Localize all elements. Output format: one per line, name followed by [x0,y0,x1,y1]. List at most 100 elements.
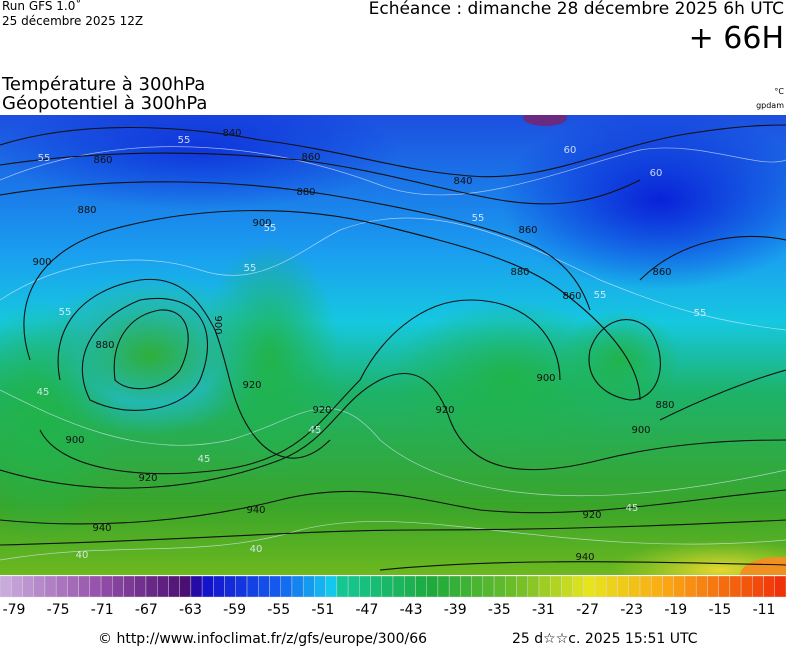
colorbar-swatch [561,575,573,598]
colorbar-swatch [718,575,731,598]
colorbar-label: -31 [532,602,555,618]
colorbar-swatch [291,575,304,598]
colorbar: -79 -75 -71 -67 -63 -59 -55 -51 -47 -43 -39 -35 -31 -… [0,575,786,618]
colorbar-swatch [538,575,551,598]
colorbar-swatch [280,575,293,598]
colorbar-label: -11 [753,602,776,618]
colorbar-swatch [370,575,382,598]
colorbar-swatch [134,575,147,598]
geopotential-label: 940 [246,505,265,516]
colorbar-swatch [235,575,248,598]
colorbar-swatch [336,575,349,598]
geopotential-unit: gpdam [756,101,784,110]
colorbar-label: -75 [47,602,70,618]
temperature-label: 60 [650,168,663,179]
colorbar-swatch [752,575,764,598]
colorbar-swatch [684,575,697,598]
title-temperature: Température à 300hPa [1,74,205,95]
source-url: © http://www.infoclimat.fr/z/gfs/europe/… [98,631,427,647]
colorbar-label: -79 [3,602,26,618]
colorbar-label: -51 [311,602,334,618]
geopotential-label: 900 [65,435,84,446]
temperature-label: 60 [564,145,577,156]
colorbar-swatch [11,575,23,598]
colorbar-label: -27 [576,602,599,618]
title-geopotential: Géopotentiel à 300hPa [2,93,207,114]
colorbar-swatch [527,575,540,598]
colorbar-swatch [145,575,158,598]
timestamp: 25 d☆☆c. 2025 15:51 UTC [512,631,698,647]
geopotential-label: 920 [138,473,157,484]
colorbar-swatch [156,575,169,598]
geopotential-label: 920 [582,510,601,521]
geopotential-label: 900 [252,218,271,229]
colorbar-swatch [505,575,517,598]
geopotential-label: 920 [312,405,331,416]
colorbar-swatch [426,575,439,598]
geopotential-label: 840 [453,176,472,187]
colorbar-swatch [22,575,34,598]
map-field [0,115,786,575]
colorbar-swatch [302,575,315,598]
temperature-label: 55 [472,213,485,224]
colorbar-label: -35 [488,602,511,618]
geopotential-label: 880 [296,187,315,198]
colorbar-swatch [258,575,270,598]
colorbar-swatch [314,575,326,598]
temperature-label: 55 [38,153,51,164]
geopotential-label: 840 [222,128,241,139]
colorbar-swatch [359,575,371,598]
colorbar-label: -19 [664,602,687,618]
colorbar-label: -15 [708,602,731,618]
colorbar-swatch [347,575,360,598]
geopotential-label: 860 [562,291,581,302]
colorbar-swatch [774,575,786,598]
colorbar-swatch [325,575,338,598]
colorbar-swatch [493,575,506,598]
colorbar-swatch [594,575,607,598]
colorbar-swatch [33,575,46,598]
colorbar-swatch [190,575,203,598]
colorbar-swatch [404,575,416,598]
colorbar-swatch [224,575,236,598]
colorbar-swatch [482,575,495,598]
geopotential-label: 940 [575,552,594,563]
geopotential-label: 940 [92,523,111,534]
colorbar-swatch [437,575,450,598]
geopotential-label: 900 [631,425,650,436]
colorbar-swatch [617,575,629,598]
temperature-isolines [0,146,786,561]
colorbar-label: -23 [620,602,643,618]
colorbar-swatch [606,575,618,598]
colorbar-swatch [112,575,124,598]
colorbar-swatch [763,575,775,598]
colorbar-swatch [89,575,102,598]
temperature-label: 45 [37,387,50,398]
temperature-label: 45 [309,425,322,436]
colorbar-swatch [583,575,596,598]
geopotential-label: 860 [652,267,671,278]
colorbar-swatch [729,575,742,598]
geopotential-label: 860 [301,152,320,163]
geopotential-label: 920 [242,380,261,391]
colorbar-label: -67 [135,602,158,618]
colorbar-swatch [550,575,562,598]
temperature-label: 55 [694,308,707,319]
colorbar-swatch [201,575,214,598]
colorbar-swatch [673,575,686,598]
colorbar-swatch [471,575,484,598]
geopotential-isolines [0,124,786,571]
colorbar-swatch [460,575,472,598]
geopotential-label: 880 [77,205,96,216]
temperature-label: 45 [198,454,211,465]
temperature-label: 40 [76,550,89,561]
colorbar-swatch [572,575,585,598]
geopotential-label: 880 [510,267,529,278]
colorbar-swatch [168,575,180,598]
colorbar-swatch [213,575,225,598]
temperature-label: 55 [244,263,257,274]
colorbar-swatch [381,575,394,598]
forecast-offset: + 66H [689,21,784,56]
geopotential-label: 900 [32,257,51,268]
